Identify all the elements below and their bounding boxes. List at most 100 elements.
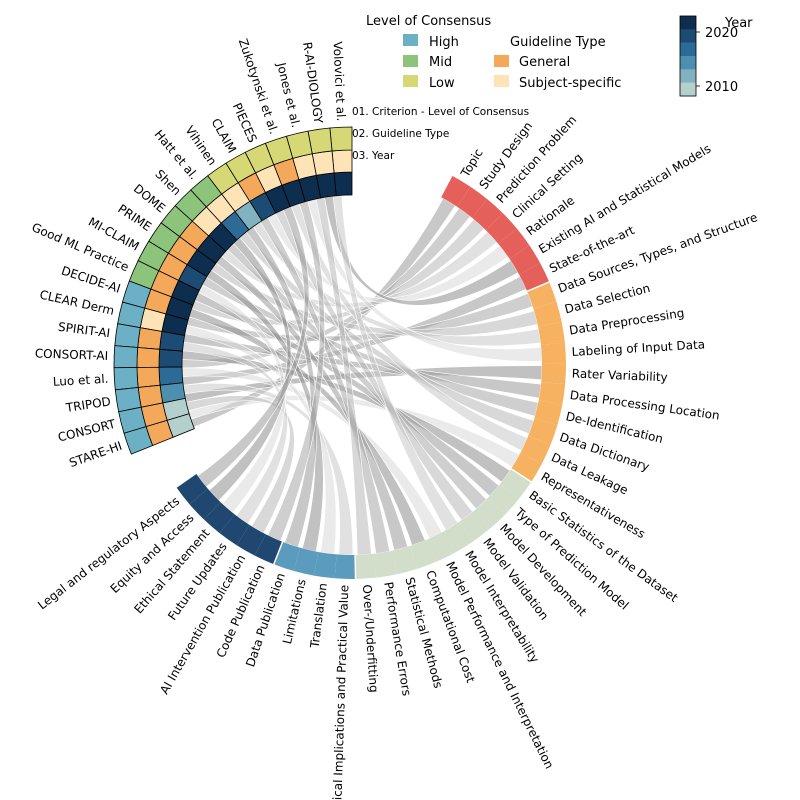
year-colorbar-segment [680, 69, 696, 83]
criterion-arc-topic [441, 176, 471, 207]
legend-swatch-low [403, 75, 418, 87]
legend-label-general: General [519, 55, 570, 70]
legend-label-high: High [429, 35, 459, 50]
guideline-label-stare-hi: STARE-HI [67, 439, 124, 470]
criterion-arc-clinical-implications-and-practical-value [334, 554, 356, 579]
criterion-arc-representativeness [511, 452, 542, 482]
legend-year-title: Year [724, 16, 753, 31]
guideline-label-clear-derm: CLEAR Derm [38, 288, 115, 318]
year-cell-luo-et-al [158, 366, 184, 386]
consensus-cell-luo-et-al [113, 367, 139, 391]
type-cell-spirit-ai [137, 327, 163, 350]
legend-label-subject-specific: Subject-specific [519, 76, 621, 91]
year-cell-consort-ai [158, 348, 183, 368]
consensus-cell-good-ml-practice [128, 260, 160, 290]
consensus-cell-jones-et-al [285, 130, 313, 159]
criterion-arc-labeling-of-input-data [540, 342, 566, 364]
consensus-cell-volovici-et-al [329, 126, 353, 152]
group-separator [525, 280, 551, 293]
criterion-arc-data-leakage [520, 435, 551, 464]
criterion-arc-legal-and-regulatory-aspects [176, 473, 208, 505]
year-colorbar-segment [680, 56, 696, 70]
year-colorbar-segment [680, 29, 696, 43]
criterion-arc-rationale [498, 228, 530, 259]
legend-consensus-title: Level of Consensus [366, 14, 491, 29]
criterion-arc-model-performance-and-interpretation [427, 531, 456, 562]
guideline-label-spirit-ai: SPIRIT-AI [57, 320, 111, 341]
criterion-arc-model-interpretability [443, 521, 474, 553]
consensus-cell-shen [174, 189, 207, 222]
criterion-arc-data-processing-location [538, 382, 566, 405]
legend-swatch-subject-specific [494, 75, 509, 87]
criterion-label-rater-variability: Rater Variability [572, 366, 668, 384]
legend: Level of Consensus High Mid Low Guidelin… [366, 14, 753, 97]
consensus-cell-consort [118, 406, 147, 434]
guideline-label-jones-et-al: Jones et al. [274, 60, 303, 129]
criterion-arc-performance-errors [373, 550, 397, 578]
criterion-arc-over-underfitting [355, 553, 377, 579]
year-colorbar-segment [680, 82, 696, 97]
ring-label-consensus: 01. Criterion - Level of Consensus [352, 106, 529, 118]
consensus-cell-hatt-et-al [190, 175, 223, 208]
consensus-cell-dome [160, 205, 193, 238]
ring-label-year: 03. Year [352, 150, 395, 162]
criterion-arc-limitations [293, 547, 319, 576]
criterion-arc-computational-cost [409, 539, 437, 569]
year-tick-label-2020: 2020 [705, 26, 738, 41]
legend-guideline-title: Guideline Type [510, 35, 606, 50]
guideline-label-volovici-et-al: Volovici et al. [330, 41, 348, 121]
consensus-cell-vihinen [207, 162, 239, 195]
criterion-arc-data-selection [533, 301, 562, 327]
criterion-arc-data-dictionary [528, 418, 558, 445]
criterion-label-over-underfitting: Over-/Underfitting [360, 584, 381, 693]
criterion-arc-state-of-the-art [519, 263, 550, 292]
criterion-arc-type-of-prediction-model [487, 483, 520, 515]
consensus-cell-r-ai-diology [307, 127, 333, 155]
legend-swatch-high [403, 34, 418, 46]
guideline-label-consort: CONSORT [57, 417, 118, 445]
legend-swatch-mid [403, 55, 418, 67]
criterion-arc-basic-statistics-of-the-dataset [500, 468, 532, 499]
criterion-arc-model-validation [459, 510, 490, 542]
legend-label-low: Low [429, 76, 455, 91]
criterion-arc-ai-intervention-publication [236, 525, 266, 556]
consensus-cell-decide-ai [121, 280, 152, 309]
criteria-layer [176, 176, 566, 580]
consensus-cell-stare-hi [123, 426, 154, 455]
group-separator [509, 467, 533, 484]
criterion-arc-ethical-statement [203, 502, 235, 534]
consensus-cell-mi-claim [137, 240, 169, 272]
criterion-label-translation: Translation [307, 582, 329, 650]
year-colorbar-segment [680, 16, 696, 30]
guideline-label-shen: Shen [152, 167, 183, 198]
consensus-cell-tripod [114, 387, 142, 413]
criterion-label-limitations: Limitations [280, 578, 309, 646]
legend-swatch-general [494, 55, 509, 67]
guideline-label-consort-ai: CONSORT-AI [35, 346, 109, 363]
criterion-arc-rater-variability [541, 363, 566, 385]
year-cell-spirit-ai [159, 331, 186, 352]
criterion-arc-model-development [474, 497, 506, 529]
criterion-arc-future-updates [219, 514, 250, 546]
consensus-cell-consort-ai [113, 345, 139, 369]
consensus-cell-claim [225, 151, 257, 184]
guideline-label-tripod: TRIPOD [64, 394, 112, 415]
ring-labels: 01. Criterion - Level of Consensus 02. G… [352, 106, 529, 162]
consensus-cell-zukotynski-et-al [264, 135, 294, 166]
consensus-cell-spirit-ai [114, 323, 141, 348]
year-colorbar-segment [680, 42, 696, 57]
criterion-arc-existing-ai-and-statistical-models [509, 245, 541, 275]
criterion-arc-study-design [457, 186, 488, 218]
guideline-layer [113, 126, 353, 455]
consensus-cell-pieces [244, 142, 275, 174]
criterion-arc-translation [313, 551, 337, 579]
criterion-arc-prediction-problem [472, 199, 503, 231]
year-tick-label-2010: 2010 [705, 80, 738, 95]
criterion-label-clinical-implications-and-practical-value: Clinical Implications and Practical Valu… [330, 585, 352, 800]
criterion-arc-clinical-setting [485, 213, 517, 244]
year-cell-volovici-et-al [333, 171, 353, 197]
type-cell-consort-ai [136, 347, 161, 368]
consensus-cell-clear-derm [117, 301, 146, 329]
legend-label-mid: Mid [429, 55, 452, 70]
